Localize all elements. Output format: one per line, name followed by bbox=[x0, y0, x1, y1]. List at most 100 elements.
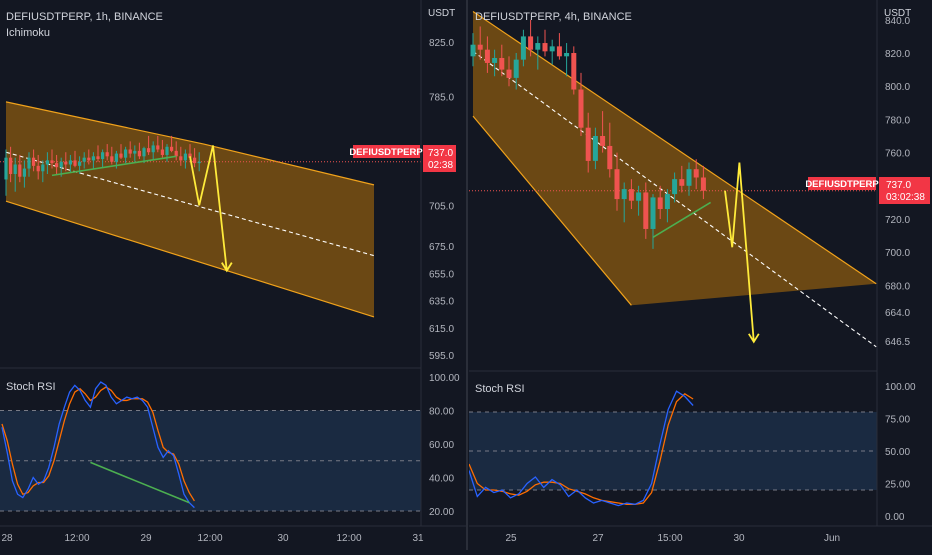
right-candle[interactable] bbox=[556, 33, 562, 60]
left-candle[interactable] bbox=[73, 150, 77, 168]
left-candle[interactable] bbox=[105, 144, 109, 161]
right-candle[interactable] bbox=[686, 162, 692, 196]
left-candle-body bbox=[128, 149, 132, 154]
right-candle[interactable] bbox=[607, 122, 613, 178]
right-support-trendline[interactable] bbox=[652, 201, 712, 238]
left-candle[interactable] bbox=[68, 154, 72, 173]
left-candle[interactable] bbox=[160, 139, 164, 158]
left-candle[interactable] bbox=[64, 152, 68, 172]
left-price-axis[interactable]: USDT 825.0785.0745.0705.0675.0655.0635.0… bbox=[349, 0, 460, 526]
left-candle[interactable] bbox=[183, 149, 187, 169]
left-indicator-label[interactable]: Ichimoku bbox=[6, 27, 50, 39]
right-candle[interactable] bbox=[693, 159, 699, 190]
left-channel-upper-line[interactable] bbox=[5, 101, 375, 186]
right-candle[interactable] bbox=[636, 185, 642, 216]
left-support-trendline[interactable] bbox=[51, 155, 177, 177]
right-candle[interactable] bbox=[549, 39, 555, 65]
right-time-axis[interactable]: 25 27 15:00 30 Jun bbox=[469, 525, 932, 544]
right-candle[interactable] bbox=[492, 49, 498, 77]
right-candle[interactable] bbox=[571, 46, 577, 95]
left-candle[interactable] bbox=[156, 135, 160, 153]
left-candle[interactable] bbox=[119, 144, 123, 160]
left-candle[interactable] bbox=[45, 152, 49, 175]
left-candle[interactable] bbox=[82, 152, 86, 169]
right-candle[interactable] bbox=[513, 53, 519, 90]
right-projection-path[interactable] bbox=[724, 162, 755, 342]
right-candle[interactable] bbox=[520, 29, 526, 67]
right-candle[interactable] bbox=[628, 179, 634, 210]
right-rsi-d-line[interactable] bbox=[469, 392, 694, 505]
left-candle[interactable] bbox=[151, 141, 155, 161]
right-candle[interactable] bbox=[657, 185, 663, 219]
left-candle[interactable] bbox=[124, 146, 128, 164]
left-candle[interactable] bbox=[27, 152, 31, 177]
right-candle[interactable] bbox=[578, 72, 584, 136]
left-candle[interactable] bbox=[36, 154, 40, 180]
left-candle[interactable] bbox=[170, 135, 174, 153]
right-channel-upper-line[interactable] bbox=[472, 11, 877, 285]
left-candle[interactable] bbox=[179, 146, 183, 166]
right-candle[interactable] bbox=[700, 165, 706, 200]
right-candle[interactable] bbox=[672, 172, 678, 203]
left-candle[interactable] bbox=[101, 149, 105, 168]
right-channel-median-line[interactable] bbox=[472, 50, 877, 348]
left-candle[interactable] bbox=[110, 146, 114, 165]
right-candle[interactable] bbox=[542, 29, 548, 57]
right-candle[interactable] bbox=[470, 33, 476, 67]
left-projection-path[interactable] bbox=[189, 145, 228, 271]
left-channel-median-line[interactable] bbox=[5, 151, 375, 257]
left-candle[interactable] bbox=[96, 145, 100, 162]
left-rsi-d-line[interactable] bbox=[1, 386, 195, 502]
left-candle[interactable] bbox=[142, 146, 146, 164]
left-candle[interactable] bbox=[91, 152, 95, 169]
left-candle[interactable] bbox=[4, 149, 8, 196]
left-candle[interactable] bbox=[197, 152, 201, 172]
left-candle[interactable] bbox=[22, 160, 26, 188]
left-candle[interactable] bbox=[193, 148, 197, 168]
right-candle[interactable] bbox=[477, 26, 483, 60]
right-candle[interactable] bbox=[664, 189, 670, 223]
right-candle[interactable] bbox=[592, 127, 598, 170]
left-candle[interactable] bbox=[133, 145, 137, 162]
right-rsi-title[interactable]: Stoch RSI bbox=[475, 383, 525, 395]
right-price-axis[interactable]: USDT 840.0820.0800.0780.0760.0740.0720.0… bbox=[805, 0, 930, 526]
left-candle[interactable] bbox=[87, 149, 91, 165]
left-candle-body bbox=[165, 146, 169, 155]
right-candle[interactable] bbox=[484, 36, 490, 73]
left-candle[interactable] bbox=[137, 142, 141, 160]
left-candle-body bbox=[101, 152, 105, 160]
left-candle[interactable] bbox=[41, 160, 45, 183]
right-candle[interactable] bbox=[564, 43, 570, 77]
left-candle[interactable] bbox=[9, 146, 13, 183]
left-rsi-divergence-line[interactable] bbox=[90, 461, 190, 504]
left-candle[interactable] bbox=[174, 141, 178, 161]
left-candle[interactable] bbox=[128, 141, 132, 158]
right-rsi-k-line[interactable] bbox=[469, 390, 694, 507]
left-candle[interactable] bbox=[18, 154, 22, 183]
right-candle[interactable] bbox=[600, 111, 606, 153]
right-candle[interactable] bbox=[499, 44, 505, 77]
left-rsi-k-line[interactable] bbox=[1, 381, 195, 509]
right-candle[interactable] bbox=[535, 36, 541, 70]
left-candle-body bbox=[18, 164, 22, 177]
left-candle[interactable] bbox=[32, 149, 36, 172]
right-candle[interactable] bbox=[650, 194, 656, 249]
left-candle[interactable] bbox=[165, 144, 169, 162]
right-candle[interactable] bbox=[621, 182, 627, 223]
right-candle[interactable] bbox=[679, 165, 685, 193]
left-price-tick: 595.0 bbox=[429, 351, 454, 362]
left-candle[interactable] bbox=[55, 154, 59, 175]
left-time-axis[interactable]: 28 12:00 29 12:00 30 12:00 31 bbox=[0, 525, 467, 544]
left-candle[interactable] bbox=[50, 149, 54, 169]
right-projection-arrowhead bbox=[748, 333, 760, 344]
left-rsi-title[interactable]: Stoch RSI bbox=[6, 381, 56, 393]
right-candle[interactable] bbox=[528, 19, 534, 57]
left-candle[interactable] bbox=[147, 135, 151, 155]
right-candle[interactable] bbox=[614, 152, 620, 211]
left-candle[interactable] bbox=[13, 157, 17, 192]
right-candle[interactable] bbox=[585, 112, 591, 173]
right-candle[interactable] bbox=[643, 182, 649, 239]
right-candle[interactable] bbox=[506, 56, 512, 87]
left-channel-lower-line[interactable] bbox=[5, 200, 375, 318]
right-channel-lower-line[interactable] bbox=[472, 115, 632, 306]
